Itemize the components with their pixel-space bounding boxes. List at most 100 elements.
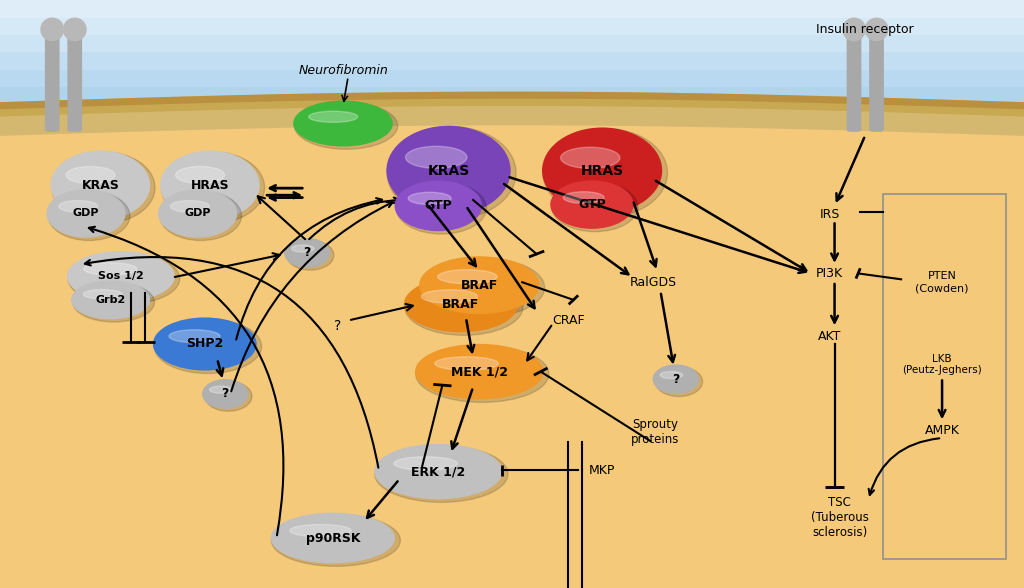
Ellipse shape <box>48 191 130 240</box>
Text: SHP2: SHP2 <box>186 338 223 350</box>
FancyBboxPatch shape <box>869 34 883 131</box>
Text: KRAS: KRAS <box>82 179 119 192</box>
Ellipse shape <box>843 18 865 41</box>
Ellipse shape <box>543 128 668 218</box>
Ellipse shape <box>73 282 155 322</box>
Ellipse shape <box>552 182 638 232</box>
Text: ?: ? <box>334 319 342 333</box>
Ellipse shape <box>416 345 543 399</box>
Ellipse shape <box>72 281 150 319</box>
Ellipse shape <box>404 279 523 335</box>
Ellipse shape <box>159 190 237 237</box>
Ellipse shape <box>68 252 174 301</box>
Text: CRAF: CRAF <box>552 314 585 327</box>
Ellipse shape <box>287 240 334 270</box>
Ellipse shape <box>308 111 357 122</box>
Text: ?: ? <box>221 387 229 400</box>
Ellipse shape <box>84 263 137 275</box>
Text: ?: ? <box>303 246 311 259</box>
Ellipse shape <box>295 102 397 149</box>
Ellipse shape <box>41 18 63 41</box>
Ellipse shape <box>203 380 248 408</box>
Text: Grb2: Grb2 <box>95 295 126 305</box>
Text: Insulin receptor: Insulin receptor <box>816 23 914 36</box>
Text: GTP: GTP <box>424 199 453 212</box>
Ellipse shape <box>155 319 262 373</box>
Ellipse shape <box>422 290 477 303</box>
Ellipse shape <box>409 192 452 205</box>
Text: BRAF: BRAF <box>461 279 498 292</box>
Text: IRS: IRS <box>819 208 840 221</box>
Text: MEK 1/2: MEK 1/2 <box>451 365 508 378</box>
Ellipse shape <box>416 346 549 402</box>
Ellipse shape <box>169 330 220 343</box>
FancyBboxPatch shape <box>68 34 82 131</box>
Ellipse shape <box>294 101 392 146</box>
Polygon shape <box>0 69 1024 86</box>
Ellipse shape <box>160 191 242 240</box>
Ellipse shape <box>51 151 150 219</box>
Text: GDP: GDP <box>184 208 211 219</box>
Ellipse shape <box>290 524 351 537</box>
Ellipse shape <box>170 201 209 212</box>
Ellipse shape <box>154 318 256 370</box>
Polygon shape <box>0 17 1024 34</box>
Text: LKB
(Peutz-Jeghers): LKB (Peutz-Jeghers) <box>902 354 982 375</box>
Ellipse shape <box>395 181 481 230</box>
Polygon shape <box>0 92 1024 110</box>
Text: HRAS: HRAS <box>581 163 624 178</box>
Polygon shape <box>0 99 1024 116</box>
Ellipse shape <box>47 190 125 237</box>
Text: TSC
(Tuberous
sclerosis): TSC (Tuberous sclerosis) <box>811 496 868 539</box>
Ellipse shape <box>660 372 683 379</box>
Text: PTEN
(Cowden): PTEN (Cowden) <box>915 272 969 293</box>
Ellipse shape <box>396 182 486 234</box>
Ellipse shape <box>66 166 115 183</box>
Polygon shape <box>0 92 1024 135</box>
Ellipse shape <box>387 126 510 215</box>
Ellipse shape <box>210 386 232 393</box>
Ellipse shape <box>285 239 330 267</box>
Text: BRAF: BRAF <box>442 298 479 311</box>
Text: Sprouty
proteins: Sprouty proteins <box>631 418 680 446</box>
FancyBboxPatch shape <box>45 34 58 131</box>
Text: ERK 1/2: ERK 1/2 <box>412 465 465 478</box>
Text: AKT: AKT <box>818 330 841 343</box>
Text: AMPK: AMPK <box>925 424 959 437</box>
Polygon shape <box>0 52 1024 69</box>
Ellipse shape <box>394 457 458 470</box>
Ellipse shape <box>83 289 122 299</box>
Ellipse shape <box>271 514 400 566</box>
Ellipse shape <box>52 152 155 223</box>
Text: p90RSK: p90RSK <box>305 532 360 544</box>
Ellipse shape <box>406 146 467 168</box>
Ellipse shape <box>292 245 314 252</box>
Polygon shape <box>0 86 1024 103</box>
Ellipse shape <box>375 445 502 499</box>
Ellipse shape <box>437 270 497 284</box>
Ellipse shape <box>560 147 620 168</box>
Ellipse shape <box>205 382 252 411</box>
Text: GDP: GDP <box>73 208 99 219</box>
Ellipse shape <box>161 151 259 219</box>
Text: GTP: GTP <box>578 198 606 211</box>
Ellipse shape <box>653 365 698 393</box>
Ellipse shape <box>655 367 702 396</box>
Text: Sos 1/2: Sos 1/2 <box>98 271 143 282</box>
Ellipse shape <box>387 126 516 219</box>
Polygon shape <box>0 34 1024 52</box>
Text: PI3K: PI3K <box>816 267 843 280</box>
Polygon shape <box>0 0 1024 17</box>
Text: ?: ? <box>672 373 680 386</box>
Ellipse shape <box>175 166 224 183</box>
Ellipse shape <box>435 357 499 370</box>
Text: KRAS: KRAS <box>427 163 470 178</box>
Text: Neurofibromin: Neurofibromin <box>298 64 388 77</box>
Polygon shape <box>0 135 1024 588</box>
Ellipse shape <box>551 181 633 228</box>
Ellipse shape <box>563 192 604 203</box>
Ellipse shape <box>68 253 180 305</box>
Ellipse shape <box>420 258 545 317</box>
Ellipse shape <box>375 446 508 502</box>
Ellipse shape <box>543 128 662 213</box>
